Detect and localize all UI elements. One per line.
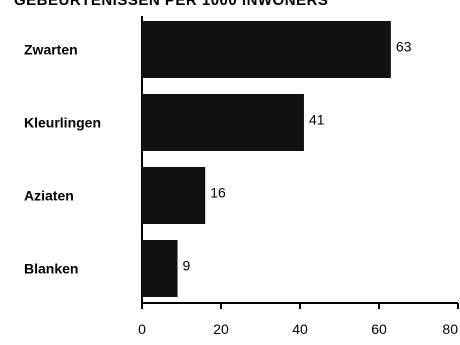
value-label: 16: [210, 185, 226, 201]
bar-aziaten: [142, 167, 206, 224]
value-labels: 63 41 16 9: [183, 39, 412, 274]
bar-kleurlingen: [142, 94, 304, 151]
bars: [142, 21, 391, 297]
x-tick-label: 40: [292, 321, 308, 337]
category-labels: Zwarten Kleurlingen Aziaten Blanken: [24, 42, 101, 277]
category-label: Kleurlingen: [24, 115, 101, 131]
value-label: 41: [309, 112, 325, 128]
bar-blanken: [142, 240, 178, 297]
x-tick-label: 20: [213, 321, 229, 337]
bar-zwarten: [142, 21, 391, 78]
value-label: 63: [396, 39, 412, 55]
category-label: Aziaten: [24, 188, 74, 204]
value-label: 9: [183, 258, 191, 274]
category-label: Blanken: [24, 261, 78, 277]
x-axis-ticks: 0 20 40 60 80: [138, 303, 459, 337]
x-tick-label: 0: [138, 321, 146, 337]
x-tick-label: 60: [371, 321, 387, 337]
x-tick-label: 80: [442, 321, 458, 337]
category-label: Zwarten: [24, 42, 78, 58]
chart-title: GEBEURTENISSEN PER 1000 INWONERS: [14, 0, 328, 9]
